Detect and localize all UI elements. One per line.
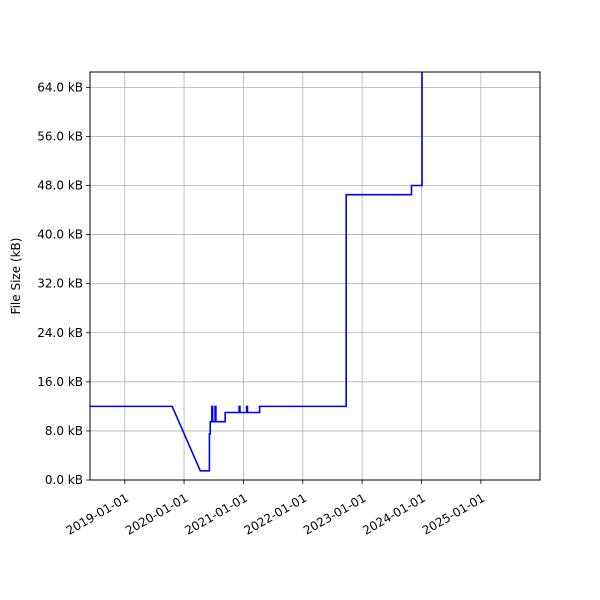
y-axis-label: File Size (kB)	[9, 238, 23, 315]
y-tick-label: 64.0 kB	[37, 80, 83, 94]
x-tick-label: 2019-01-01	[64, 491, 131, 538]
x-tick-label: 2022-01-01	[242, 491, 309, 538]
series-group	[90, 72, 423, 472]
y-tick-label: 56.0 kB	[37, 129, 83, 143]
grid-lines	[90, 72, 540, 481]
y-tick-label: 24.0 kB	[37, 326, 83, 340]
x-tick-label: 2025-01-01	[420, 491, 487, 538]
y-tick-label: 48.0 kB	[37, 179, 83, 193]
y-axis: 0.0 kB 8.0 kB 16.0 kB 24.0 kB 32.0 kB 40.0 kB…	[37, 80, 90, 487]
y-tick-label: 32.0 kB	[37, 277, 83, 291]
x-tick-label: 2024-01-01	[360, 491, 427, 538]
y-tick-label: 16.0 kB	[37, 375, 83, 389]
x-tick-label: 2020-01-01	[123, 491, 190, 538]
x-tick-label: 2021-01-01	[182, 491, 249, 538]
plot-frame	[89, 71, 541, 481]
y-tick-label: 40.0 kB	[37, 228, 83, 242]
x-axis: 2019-01-012020-01-012021-01-012022-01-01…	[64, 480, 487, 538]
x-tick-label: 2023-01-01	[301, 491, 368, 538]
y-tick-label: 8.0 kB	[45, 424, 83, 438]
series-line	[90, 72, 423, 472]
y-tick-label: 0.0 kB	[45, 473, 83, 487]
